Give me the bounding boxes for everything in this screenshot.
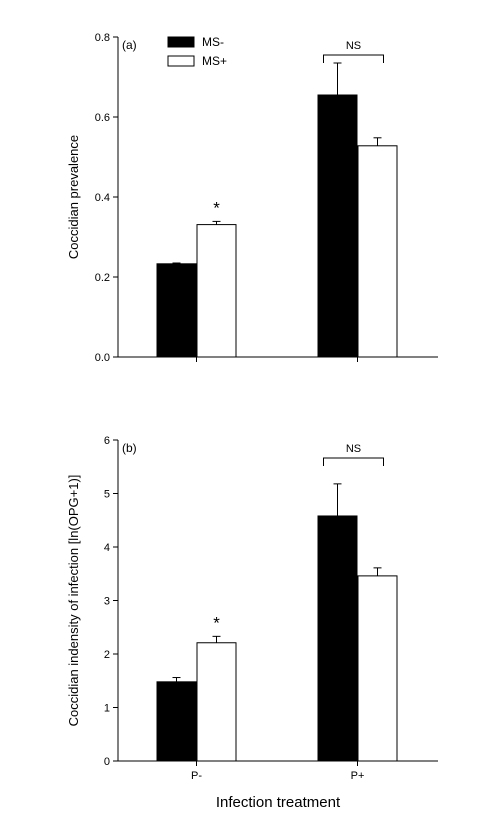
ns-label: NS xyxy=(346,40,361,52)
ns-label: NS xyxy=(346,443,361,455)
legend-swatch-ms-minus xyxy=(167,36,195,48)
y-tick-label: 5 xyxy=(104,489,110,501)
panel-a-chart: 0.0 0.2 0.4 0.6 0.8 Coccidian prevalence (a) * N… xyxy=(66,32,438,364)
bar-msplus-1 xyxy=(357,575,398,762)
bar-msminus-1 xyxy=(317,94,358,358)
bar-msplus-1 xyxy=(357,145,398,358)
panel-b-chart: 0 1 2 3 4 5 6 Coccidian indensity of infection … xyxy=(66,435,438,782)
bar-msminus-0 xyxy=(156,681,197,762)
x-tick-label: P- xyxy=(191,770,202,782)
ns-bracket xyxy=(323,457,384,466)
y-tick-label: 2 xyxy=(104,649,110,661)
significance-star: * xyxy=(213,198,220,217)
y-tick-label: 0.0 xyxy=(95,352,110,364)
ns-bracket xyxy=(323,54,384,63)
bar-msplus-0 xyxy=(196,642,237,762)
y-tick-label: 0.6 xyxy=(95,112,110,124)
legend-label-ms-minus: MS- xyxy=(202,35,224,49)
bar-msplus-0 xyxy=(196,224,237,358)
y-axis-title: Coccidian indensity of infection [ln(OPG… xyxy=(66,475,81,727)
bar-msminus-1 xyxy=(317,515,358,762)
panel-label: (a) xyxy=(122,38,137,52)
legend: MS- MS+ xyxy=(167,35,227,68)
significance-star: * xyxy=(213,613,220,632)
y-tick-label: 0.4 xyxy=(95,192,110,204)
y-tick-label: 0.8 xyxy=(95,32,110,44)
y-axis-title: Coccidian prevalence xyxy=(66,135,81,259)
bar-msminus-0 xyxy=(156,263,197,358)
y-tick-label: 0.2 xyxy=(95,272,110,284)
x-axis-title: Infection treatment xyxy=(216,794,341,811)
x-tick-label: P+ xyxy=(351,770,365,782)
y-tick-label: 6 xyxy=(104,435,110,447)
y-tick-label: 0 xyxy=(104,756,110,768)
y-tick-label: 4 xyxy=(104,542,110,554)
y-tick-label: 1 xyxy=(104,703,110,715)
legend-label-ms-plus: MS+ xyxy=(202,54,227,68)
y-tick-label: 3 xyxy=(104,596,110,608)
panel-label: (b) xyxy=(122,441,137,455)
legend-swatch-ms-plus xyxy=(167,55,195,67)
